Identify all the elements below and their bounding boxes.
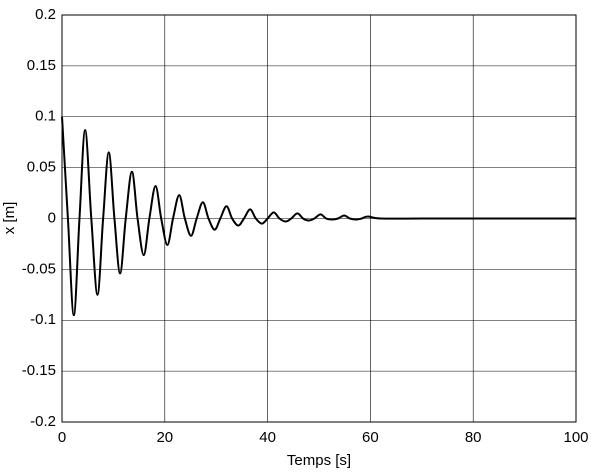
y-tick-label: 0.05 [27,159,56,176]
y-tick-label: -0.05 [22,260,56,277]
y-tick-label: 0 [48,209,56,226]
x-tick-label: 80 [465,429,482,446]
y-tick-label: -0.15 [22,362,56,379]
y-tick-label: 0.15 [27,57,56,74]
y-tick-label: -0.1 [30,311,56,328]
x-tick-label: 40 [259,429,276,446]
y-tick-label: -0.2 [30,413,56,430]
y-axis-label: x [m] [1,202,18,235]
x-tick-label: 20 [156,429,173,446]
x-tick-label: 60 [362,429,379,446]
y-tick-label: 0.2 [35,6,56,23]
x-tick-label: 0 [58,429,66,446]
data-line [61,116,576,317]
x-tick-label: 100 [563,429,588,446]
y-tick-label: 0.1 [35,108,56,125]
x-axis-label: Temps [s] [287,452,351,469]
